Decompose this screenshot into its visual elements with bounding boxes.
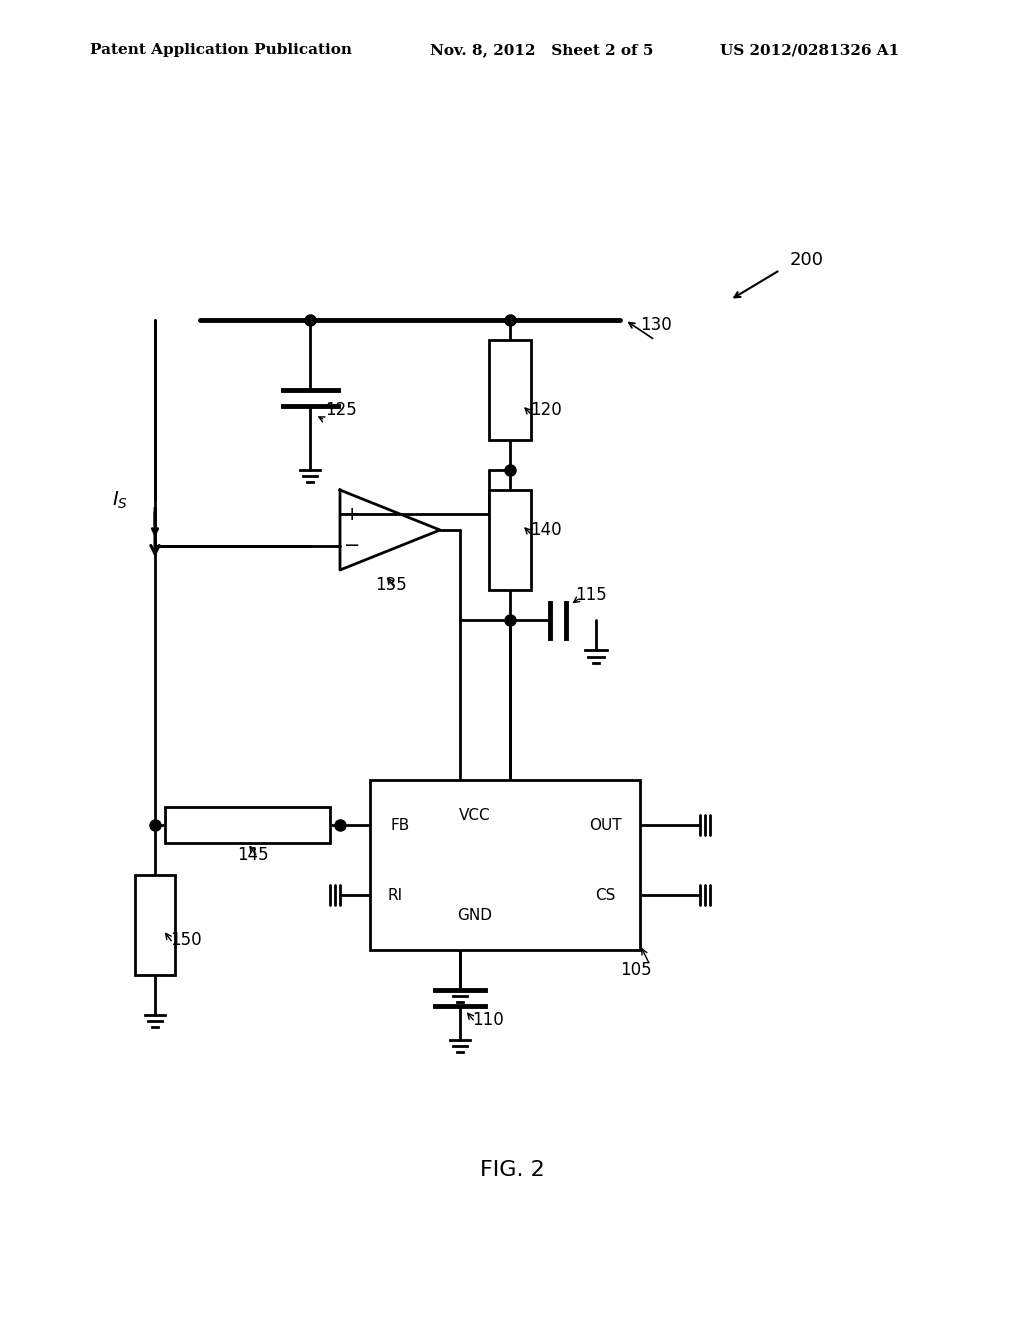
Text: +: + [344, 504, 360, 524]
Text: 110: 110 [472, 1011, 504, 1030]
Text: 125: 125 [325, 401, 356, 418]
Text: 145: 145 [238, 846, 269, 865]
Text: FIG. 2: FIG. 2 [479, 1160, 545, 1180]
Bar [135, 875, 175, 975]
Bar [165, 807, 330, 843]
Bar [370, 780, 640, 950]
Text: $I_S$: $I_S$ [112, 490, 128, 511]
Text: FB: FB [390, 817, 410, 833]
Text: VCC: VCC [459, 808, 490, 822]
Text: GND: GND [458, 908, 493, 923]
Text: 200: 200 [790, 251, 824, 269]
Text: 130: 130 [640, 315, 672, 334]
Text: CS: CS [595, 887, 615, 903]
Text: Patent Application Publication: Patent Application Publication [90, 44, 352, 57]
Bar [489, 341, 531, 440]
Text: US 2012/0281326 A1: US 2012/0281326 A1 [720, 44, 899, 57]
Bar [489, 490, 531, 590]
Text: Nov. 8, 2012   Sheet 2 of 5: Nov. 8, 2012 Sheet 2 of 5 [430, 44, 653, 57]
Text: −: − [344, 536, 360, 556]
Text: 105: 105 [620, 961, 651, 979]
Text: OUT: OUT [589, 817, 622, 833]
Text: 140: 140 [530, 521, 561, 539]
Text: 150: 150 [170, 931, 202, 949]
Text: 135: 135 [375, 576, 407, 594]
Text: RI: RI [387, 887, 402, 903]
Text: 120: 120 [530, 401, 562, 418]
Text: 115: 115 [575, 586, 607, 605]
